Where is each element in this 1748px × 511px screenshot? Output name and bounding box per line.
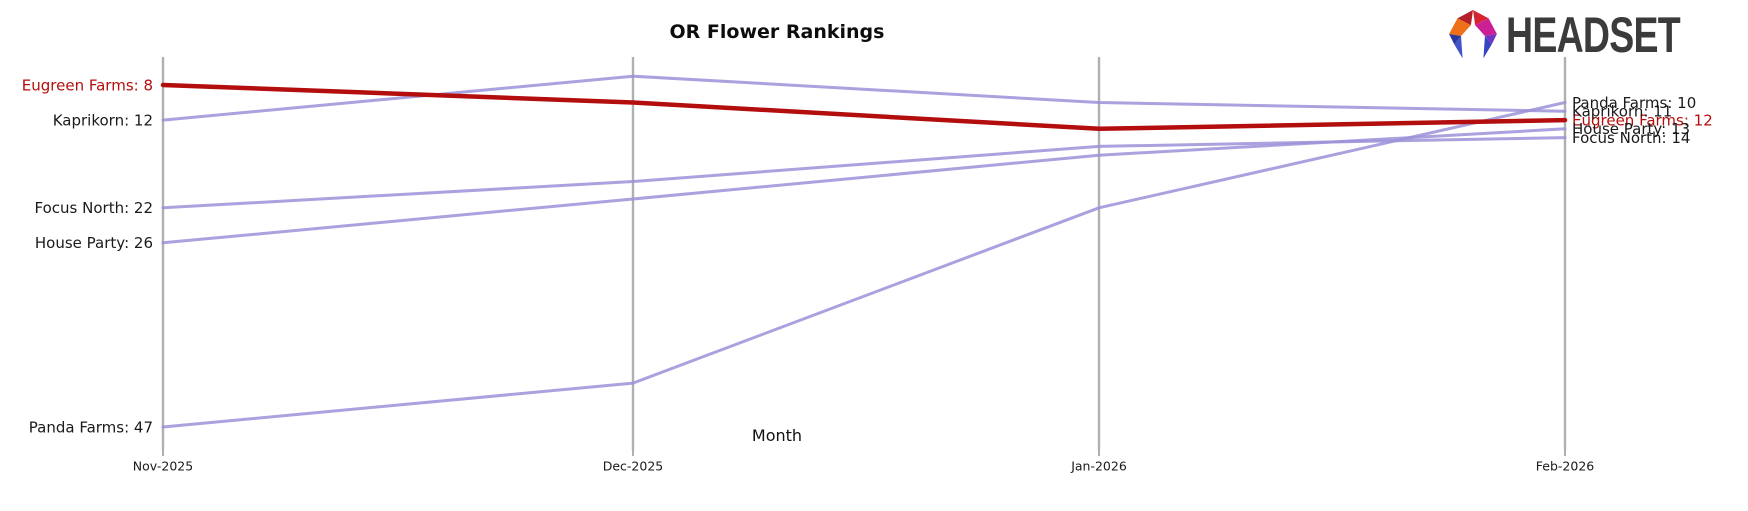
logo-facet (1449, 18, 1471, 37)
series-line-focus-north (161, 136, 1567, 210)
x-tick-label: Feb-2026 (1536, 458, 1595, 473)
series-line-eugreen-farms (160, 82, 1568, 132)
x-tick-label: Jan-2026 (1070, 458, 1127, 473)
logo-facet (1473, 10, 1489, 26)
series-start-label: House Party: 26 (35, 234, 153, 252)
logo-facet (1485, 33, 1497, 45)
logo-facet (1475, 18, 1497, 37)
series-end-label: Panda Farms: 10 (1572, 94, 1696, 112)
series-line-kaprikorn (161, 74, 1567, 122)
series-end-label: Kaprikorn: 11 (1572, 103, 1672, 121)
series-start-label: Panda Farms: 47 (29, 418, 153, 436)
series-end-label: Eugreen Farms: 12 (1572, 111, 1713, 129)
series-start-label: Eugreen Farms: 8 (22, 76, 153, 94)
series-end-label: House Party: 13 (1572, 120, 1690, 138)
logo-facet (1454, 36, 1463, 59)
chart-title: OR Flower Rankings (669, 21, 885, 43)
headset-logo: HEADSET (1447, 8, 1738, 62)
x-tick-label: Nov-2025 (133, 458, 193, 473)
series-line-panda-farms (161, 101, 1567, 429)
logo-facet (1457, 10, 1474, 26)
logo-facet (1483, 36, 1492, 59)
headset-logo-text: HEADSET (1506, 7, 1681, 63)
headset-logo-icon (1449, 10, 1497, 59)
logo-facet (1449, 33, 1462, 45)
x-axis-label: Month (751, 426, 803, 445)
series-end-label: Focus North: 14 (1572, 129, 1690, 147)
series-start-label: Kaprikorn: 12 (53, 111, 153, 129)
series-start-label: Focus North: 22 (35, 199, 153, 217)
series-line-house-party (161, 127, 1567, 245)
x-tick-label: Dec-2025 (603, 458, 664, 473)
